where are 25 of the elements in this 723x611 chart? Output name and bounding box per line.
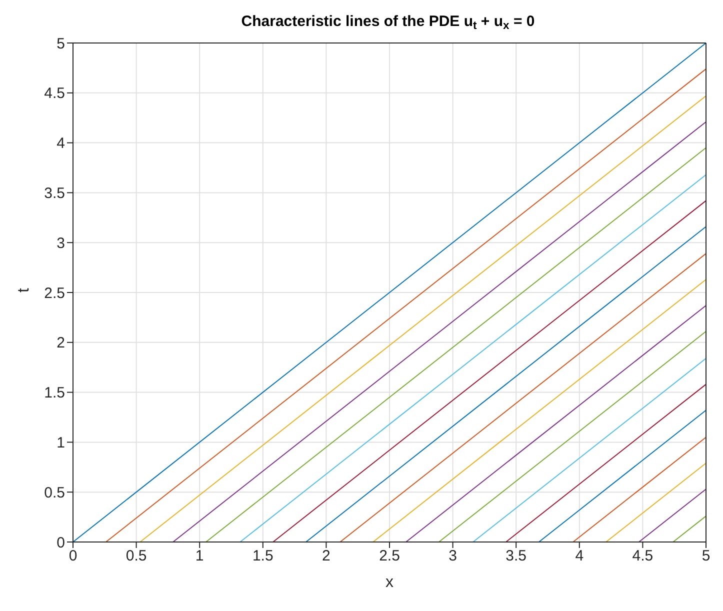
y-tick-label: 4 — [56, 135, 65, 152]
y-tick-label: 2 — [56, 334, 65, 352]
chart-title: Characteristic lines of the PDE u$_{t}$ + u$_{x}$ = 0 — [241, 13, 535, 32]
y-axis-title: t — [16, 288, 33, 292]
x-tick-label: 0.5 — [126, 548, 147, 565]
y-tick-label: 1 — [56, 434, 65, 452]
x-tick-label: 3.5 — [506, 548, 527, 565]
x-axis-title: x — [386, 574, 394, 591]
y-tick-label: 5 — [56, 35, 65, 52]
y-tick-label: 1.5 — [44, 384, 65, 402]
x-tick-label: 3 — [448, 548, 457, 565]
x-tick-label: 4 — [575, 548, 584, 565]
x-tick-label: 2 — [322, 548, 330, 565]
y-tick-label: 3 — [56, 234, 65, 252]
y-tick-label: 0.5 — [44, 484, 65, 502]
y-tick-label: 0 — [56, 534, 65, 552]
y-tick-label: 2.5 — [44, 284, 65, 302]
x-tick-label: 1.5 — [252, 548, 274, 565]
y-tick-label: 4.5 — [44, 85, 65, 102]
x-tick-label: 4.5 — [632, 548, 654, 565]
x-tick-label: 1 — [195, 548, 204, 565]
x-tick-label: 0 — [68, 548, 78, 565]
x-tick-label: 2.5 — [379, 548, 400, 565]
x-tick-label: 5 — [702, 548, 710, 565]
y-tick-label: 3.5 — [44, 185, 65, 202]
